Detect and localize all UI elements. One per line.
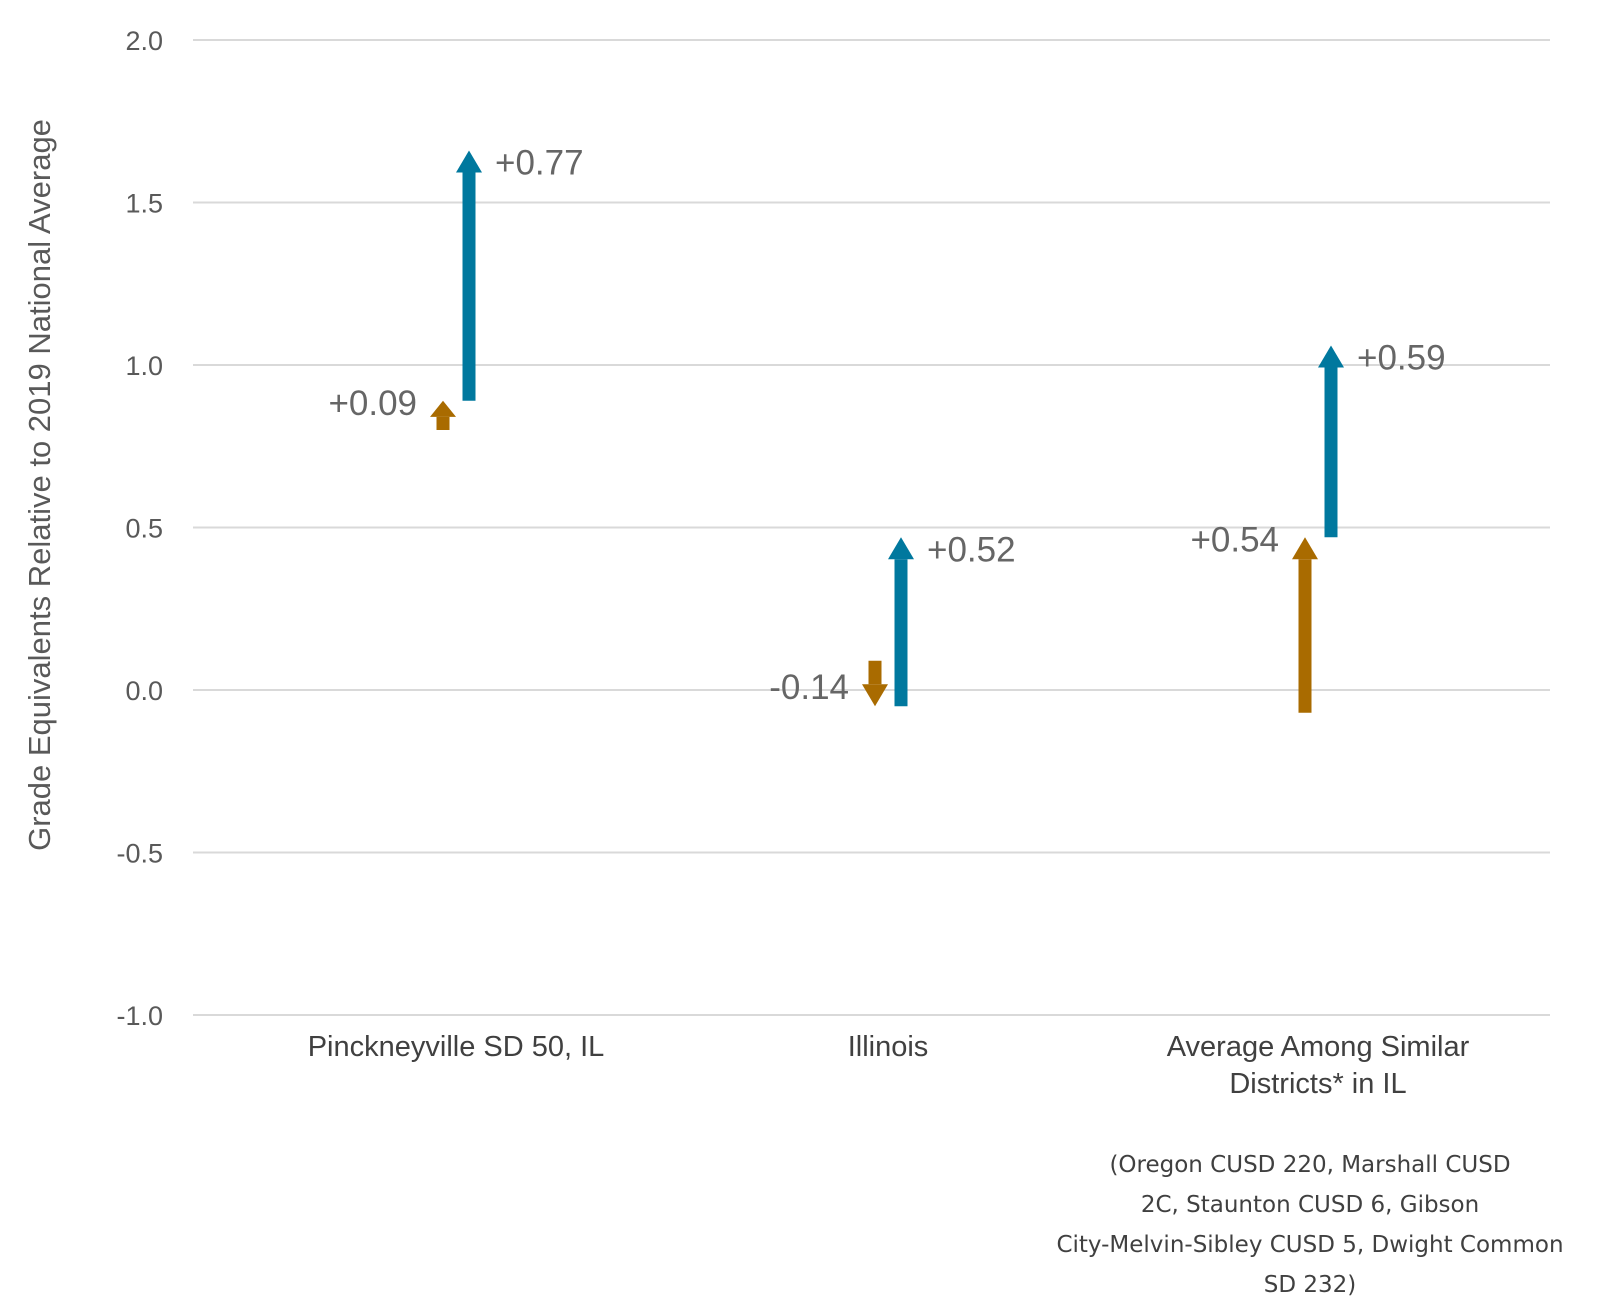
first-change-arrow-shaft <box>1298 559 1312 713</box>
y-tick-label: 2.0 <box>125 26 163 56</box>
first-change-arrow-shaft <box>436 416 450 430</box>
first-change-arrow-head <box>1292 537 1318 560</box>
y-tick-label: 0.5 <box>125 514 163 544</box>
category-label: Average Among Similar <box>1167 1031 1470 1063</box>
x-axis-categories: Pinckneyville SD 50, IL Illinois Average A… <box>308 1031 1470 1100</box>
footnote-line: SD 232) <box>1264 1272 1357 1298</box>
first-change-arrow <box>1292 537 1318 713</box>
second-change-label: +0.77 <box>495 144 584 183</box>
first-change-label: +0.54 <box>1190 520 1279 559</box>
second-change-arrow-head <box>1318 345 1344 368</box>
y-tick-label: 0.0 <box>125 676 163 706</box>
footnote-line: (Oregon CUSD 220, Marshall CUSD <box>1109 1152 1510 1178</box>
y-axis-label: Grade Equivalents Relative to 2019 Natio… <box>22 119 57 851</box>
y-tick-label: 1.5 <box>125 189 163 219</box>
footnote-line: City-Melvin-Sibley CUSD 5, Dwight Common <box>1056 1232 1563 1258</box>
y-tick-label: -0.5 <box>116 839 163 869</box>
footnote-line: 2C, Staunton CUSD 6, Gibson <box>1141 1192 1479 1218</box>
second-change-label: +0.59 <box>1357 339 1446 378</box>
y-tick-label: -1.0 <box>116 1001 163 1031</box>
category-label: Illinois <box>848 1031 929 1063</box>
first-change-label: -0.14 <box>769 668 849 707</box>
first-change-arrow <box>862 660 888 707</box>
second-change-arrow-shaft <box>894 559 908 707</box>
second-change-arrow-shaft <box>462 172 476 401</box>
second-change-arrow <box>888 537 914 707</box>
first-change-arrow-head <box>430 400 456 417</box>
y-tick-label: 1.0 <box>125 351 163 381</box>
second-change-arrow-shaft <box>1324 367 1338 538</box>
category-label: Pinckneyville SD 50, IL <box>308 1031 605 1063</box>
second-change-arrow <box>1318 345 1344 538</box>
y-axis-ticks: 2.0 1.5 1.0 0.5 0.0 -0.5 -1.0 <box>116 26 163 1031</box>
first-change-arrow-head <box>862 684 888 707</box>
second-change-arrow <box>456 150 482 401</box>
first-change-label: +0.09 <box>328 384 417 423</box>
category-label: Districts* in IL <box>1229 1068 1406 1100</box>
first-change-arrow <box>430 400 456 430</box>
second-change-arrow-head <box>888 537 914 560</box>
footnote: (Oregon CUSD 220, Marshall CUSD 2C, Staun… <box>1056 1152 1563 1298</box>
arrows <box>430 150 1344 713</box>
second-change-label: +0.52 <box>927 530 1016 569</box>
first-change-arrow-shaft <box>868 660 882 685</box>
second-change-arrow-head <box>456 150 482 173</box>
gridlines <box>193 39 1550 1016</box>
data-labels: +0.09 +0.77 -0.14 +0.52 +0.54 +0.59 <box>328 144 1445 707</box>
